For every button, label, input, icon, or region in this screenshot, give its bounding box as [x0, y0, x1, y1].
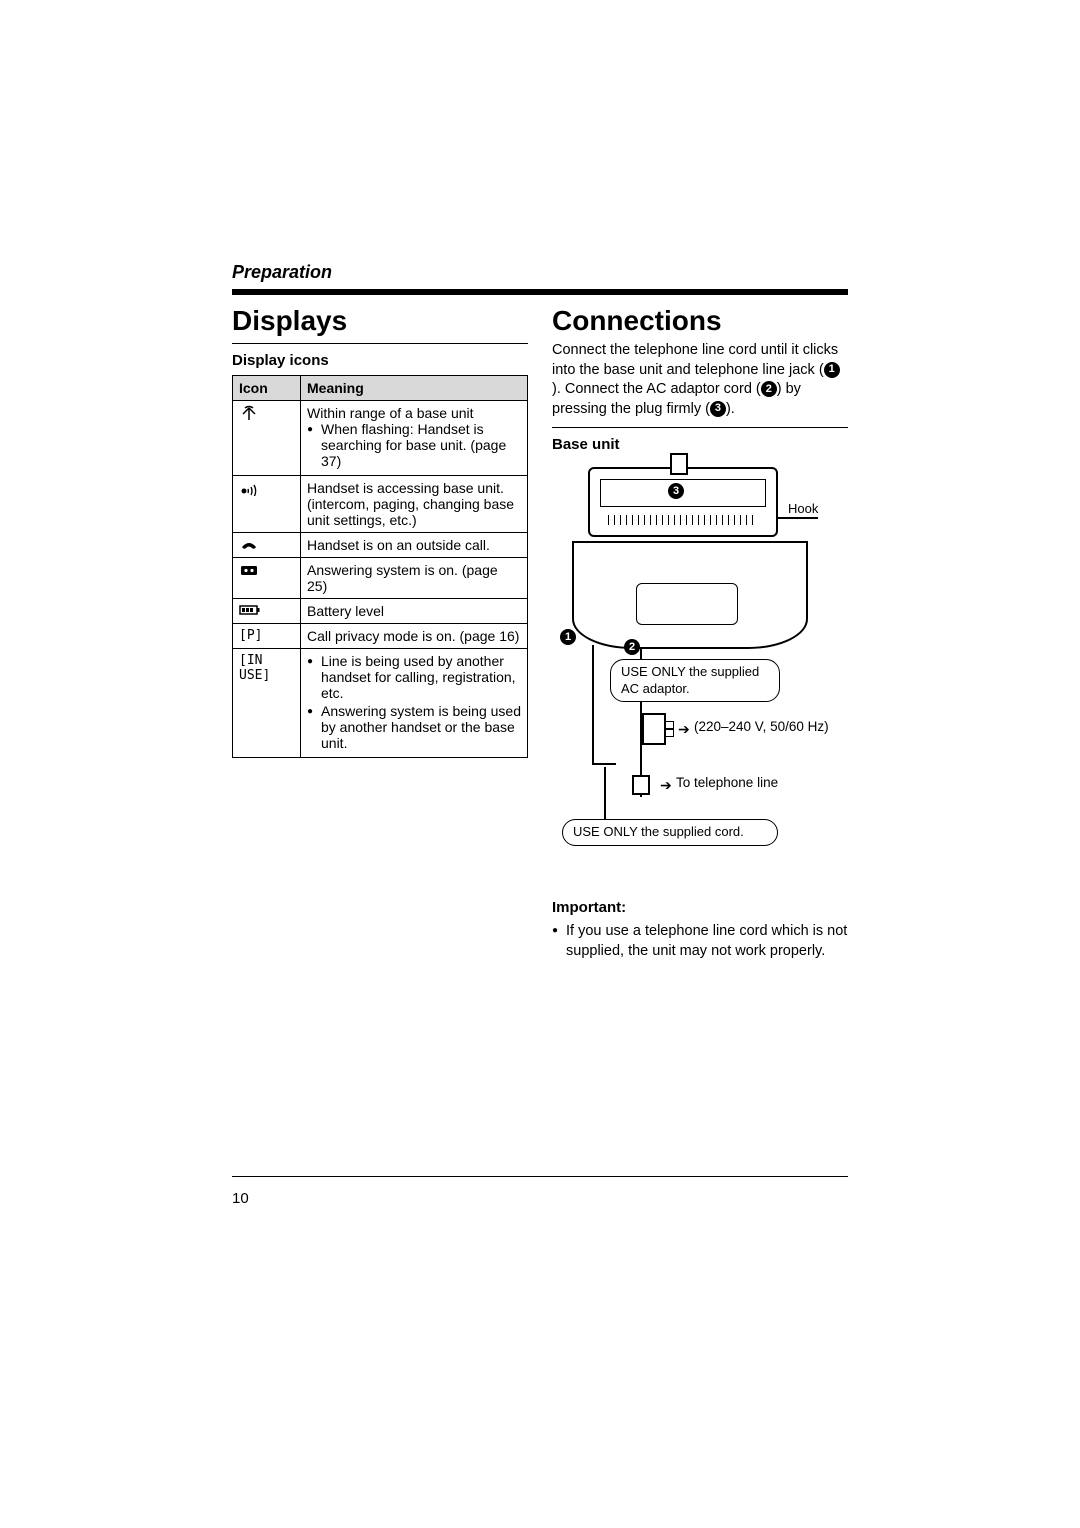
thin-rule-left	[232, 343, 528, 344]
meaning-text: Handset is accessing base unit. (interco…	[307, 480, 521, 528]
arrow-icon: ➔	[678, 721, 690, 738]
meaning-text: Handset is on an outside call.	[307, 537, 521, 553]
icon-cell-antenna	[233, 401, 301, 476]
base-unit-label: Base unit	[552, 436, 848, 453]
table-row: Handset is on an outside call.	[233, 533, 528, 558]
bullet-item: When flashing: Handset is searching for …	[307, 421, 521, 469]
thin-rule-right	[552, 427, 848, 428]
circled-2-inline: 2	[761, 381, 777, 397]
meaning-cell: Call privacy mode is on. (page 16)	[301, 624, 528, 649]
cord-leader	[604, 767, 606, 819]
meaning-cell: Handset is accessing base unit. (interco…	[301, 476, 528, 533]
meaning-cell: Handset is on an outside call.	[301, 533, 528, 558]
intro-p2: ). Connect the AC adaptor cord (	[552, 381, 761, 397]
circled-2: 2	[624, 639, 640, 655]
hook-label: Hook	[788, 501, 818, 516]
meaning-text: Battery level	[307, 603, 521, 619]
bullet-item: Line is being used by another handset fo…	[307, 653, 521, 701]
base-front-view	[572, 541, 808, 649]
meaning-text: Answering system is on. (page 25)	[307, 562, 521, 594]
table-row: Handset is accessing base unit. (interco…	[233, 476, 528, 533]
ac-wall-plug-icon	[642, 713, 666, 745]
page-content: Preparation Displays Display icons Icon …	[232, 262, 848, 969]
icon-cell-access	[233, 476, 301, 533]
meaning-text: Call privacy mode is on. (page 16)	[307, 628, 521, 644]
antenna-icon	[239, 405, 259, 421]
table-row: [P] Call privacy mode is on. (page 16)	[233, 624, 528, 649]
circled-1-inline: 1	[824, 362, 840, 378]
important-block: Important: If you use a telephone line c…	[552, 899, 848, 961]
icon-cell-privacy: [P]	[233, 624, 301, 649]
telephone-plug-icon	[632, 775, 650, 795]
icon-cell-inuse: [IN USE]	[233, 649, 301, 758]
meaning-text: Within range of a base unit	[307, 405, 521, 421]
connections-heading: Connections	[552, 305, 848, 337]
important-label: Important:	[552, 899, 848, 916]
two-columns: Displays Display icons Icon Meaning With…	[232, 305, 848, 969]
meaning-cell: Battery level	[301, 599, 528, 624]
section-title: Preparation	[232, 262, 848, 283]
ac-plug-top	[670, 453, 688, 475]
hook-leader	[778, 517, 818, 519]
icon-cell-tape	[233, 558, 301, 599]
base-top-view	[588, 467, 778, 537]
meaning-cell: Within range of a base unitWhen flashing…	[301, 401, 528, 476]
circled-3-inline: 3	[710, 401, 726, 417]
intro-p4: ).	[726, 401, 735, 417]
footer-rule	[232, 1176, 848, 1177]
displays-heading: Displays	[232, 305, 528, 337]
section-rule	[232, 289, 848, 295]
access-icon	[239, 480, 259, 496]
col-meaning: Meaning	[301, 376, 528, 401]
meaning-cell: Answering system is on. (page 25)	[301, 558, 528, 599]
important-bullet: If you use a telephone line cord which i…	[552, 922, 848, 961]
important-list: If you use a telephone line cord which i…	[552, 922, 848, 961]
connections-intro: Connect the telephone line cord until it…	[552, 341, 848, 419]
intro-p1: Connect the telephone line cord until it…	[552, 342, 838, 378]
table-row: Battery level	[233, 599, 528, 624]
display-icons-table: Icon Meaning Within range of a base unit…	[232, 375, 528, 758]
table-row: Within range of a base unitWhen flashing…	[233, 401, 528, 476]
ac-adaptor-note: USE ONLY the supplied AC adaptor.	[610, 659, 780, 702]
left-column: Displays Display icons Icon Meaning With…	[232, 305, 528, 969]
col-icon: Icon	[233, 376, 301, 401]
supplied-cord-note: USE ONLY the supplied cord.	[562, 819, 778, 845]
table-row: [IN USE]Line is being used by another ha…	[233, 649, 528, 758]
icon-cell-battery	[233, 599, 301, 624]
battery-icon	[239, 603, 259, 619]
display-icons-subhead: Display icons	[232, 352, 528, 369]
circled-1: 1	[560, 629, 576, 645]
page-number: 10	[232, 1190, 249, 1207]
base-unit-diagram: 3 Hook 1 2 USE ONLY the supplied AC adap…	[552, 459, 848, 889]
meaning-bullets: Line is being used by another handset fo…	[307, 653, 521, 751]
vent-slots	[608, 515, 758, 525]
bullet-item: Answering system is being used by anothe…	[307, 703, 521, 751]
telephone-line-text: To telephone line	[676, 775, 778, 790]
meaning-cell: Line is being used by another handset fo…	[301, 649, 528, 758]
offhook-icon	[239, 537, 259, 553]
table-row: Answering system is on. (page 25)	[233, 558, 528, 599]
icon-cell-offhook	[233, 533, 301, 558]
tape-icon	[239, 562, 259, 578]
voltage-text: (220–240 V, 50/60 Hz)	[694, 719, 829, 734]
meaning-bullets: When flashing: Handset is searching for …	[307, 421, 521, 469]
arrow-icon-2: ➔	[660, 777, 672, 794]
right-column: Connections Connect the telephone line c…	[552, 305, 848, 969]
